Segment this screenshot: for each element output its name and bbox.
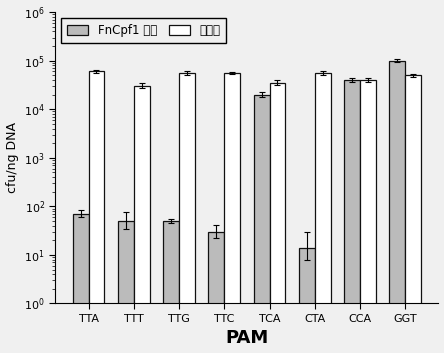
Bar	[179, 73, 195, 353]
Bar	[299, 248, 315, 353]
Bar	[360, 80, 376, 353]
Y-axis label: cfu/ng DNA: cfu/ng DNA	[6, 122, 19, 193]
Bar	[134, 86, 150, 353]
Bar	[73, 214, 89, 353]
Bar	[389, 61, 405, 353]
Bar	[89, 71, 104, 353]
Bar	[208, 232, 224, 353]
X-axis label: PAM: PAM	[225, 329, 269, 347]
Bar	[270, 83, 285, 353]
Bar	[163, 221, 179, 353]
Bar	[344, 80, 360, 353]
Legend: FnCpf1 座位, 空载体: FnCpf1 座位, 空载体	[61, 18, 226, 43]
Bar	[254, 95, 270, 353]
Bar	[315, 73, 331, 353]
Bar	[224, 73, 240, 353]
Bar	[118, 221, 134, 353]
Bar	[405, 75, 421, 353]
